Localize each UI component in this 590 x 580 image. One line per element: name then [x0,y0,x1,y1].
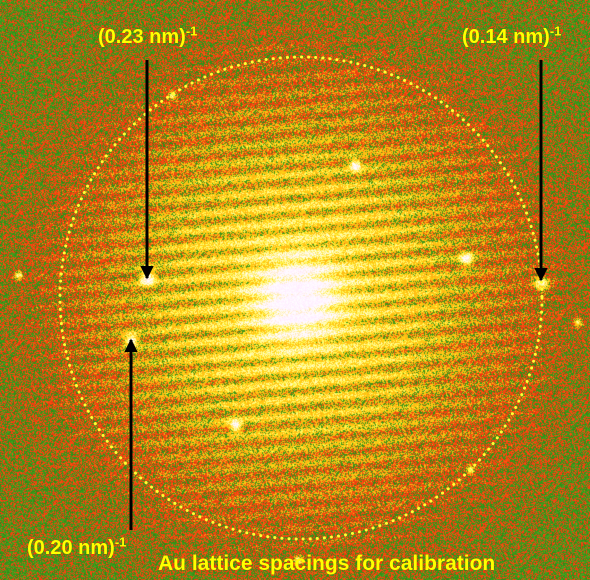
label-spacing-020: (0.20 nm)-1 [27,534,127,559]
figure-caption: Au lattice spacings for calibration [158,552,496,575]
label-spacing-023: (0.23 nm)-1 [98,23,198,48]
label-spacing-014: (0.14 nm)-1 [462,23,562,48]
